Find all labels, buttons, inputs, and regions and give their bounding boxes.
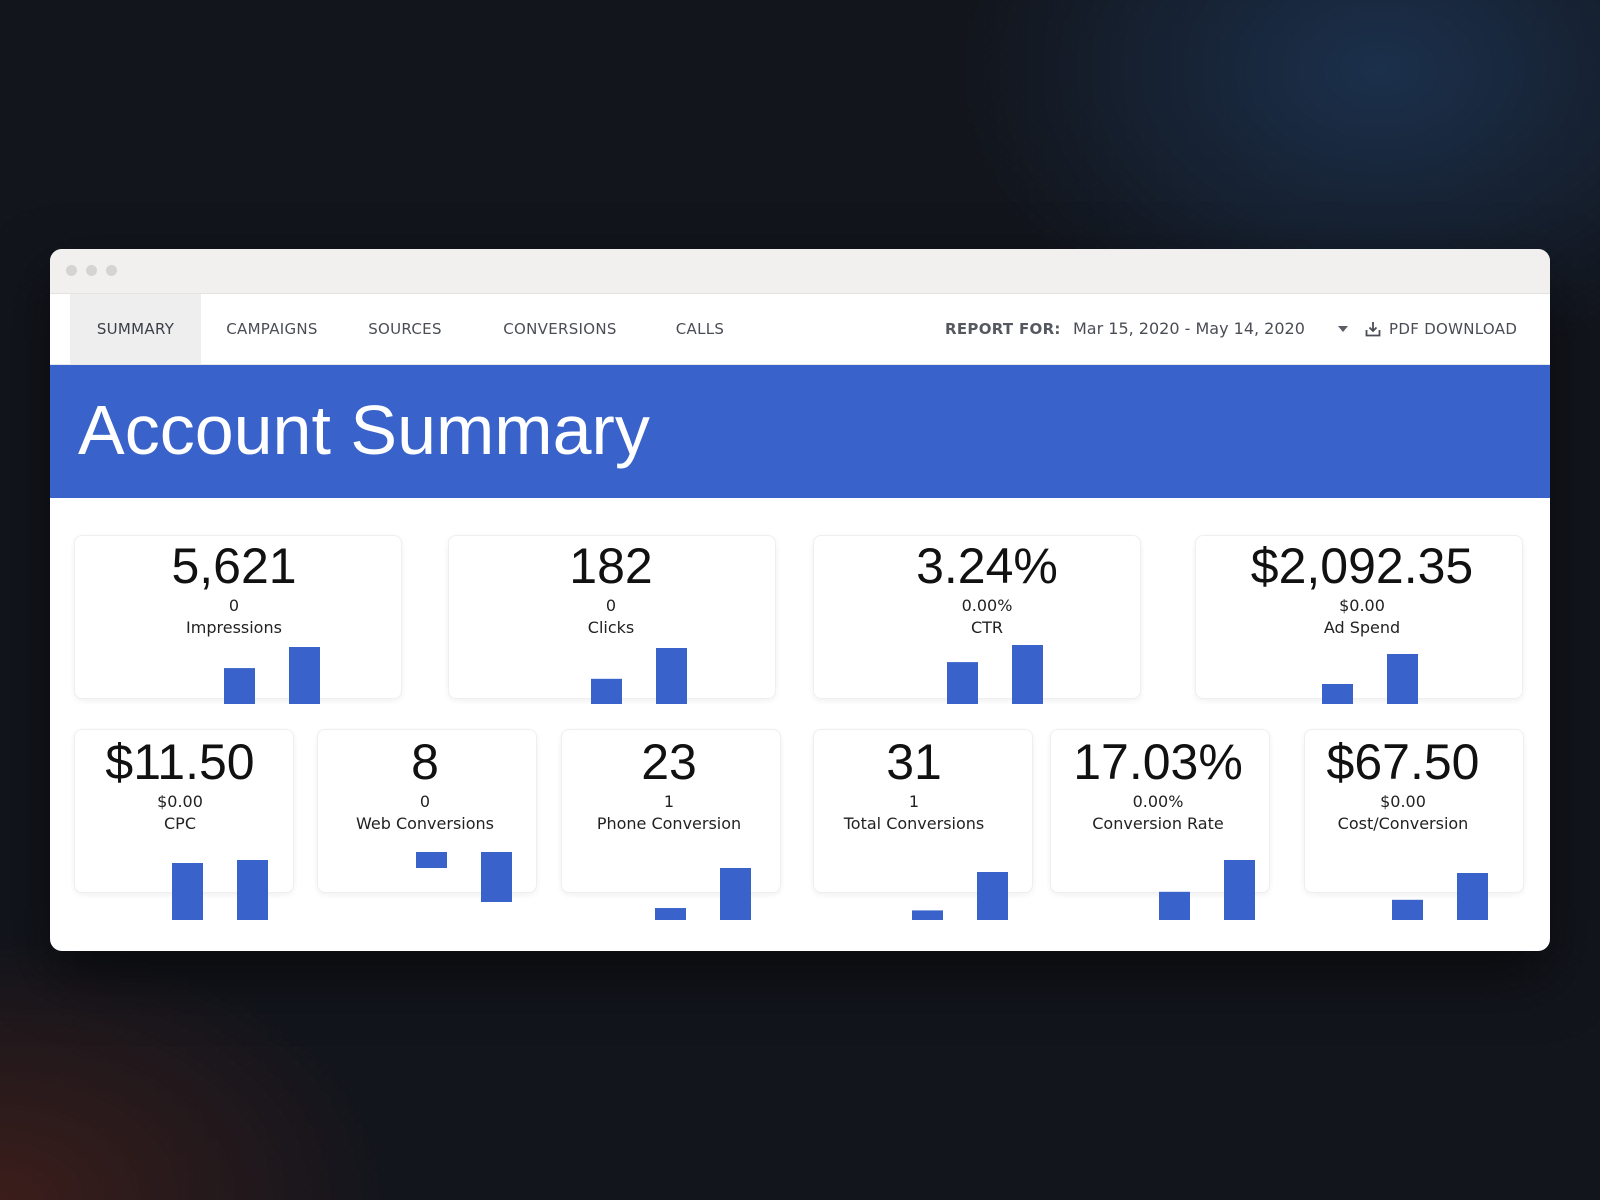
current-period-bar [720, 868, 751, 920]
window-maximize-dot[interactable] [106, 265, 117, 276]
previous-period-bar [655, 908, 686, 920]
tab-campaigns[interactable]: CAMPAIGNS [226, 320, 318, 338]
pdf-download-label: PDF DOWNLOAD [1389, 320, 1518, 338]
metric-value: 23 [641, 734, 697, 790]
metric-value: $67.50 [1326, 734, 1480, 790]
report-for-label: REPORT FOR: [945, 320, 1061, 338]
metric-value: 17.03% [1073, 734, 1243, 790]
metric-label: Phone Conversion [596, 814, 742, 833]
metric-value: 31 [886, 734, 942, 790]
page-header-banner: Account Summary [50, 365, 1550, 498]
previous-period-bar [912, 910, 943, 920]
metric-total-conversions: 31 1 Total Conversions [714, 733, 1114, 835]
previous-period-bar [172, 863, 203, 920]
metric-card-phone-conversion [561, 729, 781, 893]
metrics-grid: 5,621 0 Impressions 182 0 Clicks 3.24% 0… [50, 497, 1550, 951]
metric-cost-conversion: $67.50 $0.00 Cost/Conversion [1203, 733, 1550, 835]
previous-period-bar [947, 662, 978, 704]
page-title: Account Summary [78, 391, 650, 469]
previous-period-bar [1322, 684, 1353, 704]
current-period-bar [289, 647, 320, 704]
window-titlebar [50, 249, 1550, 294]
previous-period-bar [591, 678, 622, 704]
metric-label: CPC [164, 814, 196, 833]
metric-value: $11.50 [105, 734, 255, 790]
window-close-dot[interactable] [66, 265, 77, 276]
top-nav: SUMMARY CAMPAIGNS SOURCES CONVERSIONS CA… [50, 294, 1550, 365]
metric-label: Clicks [587, 618, 635, 637]
previous-period-bar [224, 668, 255, 704]
window-minimize-dot[interactable] [86, 265, 97, 276]
metric-label: Ad Spend [1323, 618, 1401, 637]
metric-previous: $0.00 [1380, 792, 1426, 811]
current-period-bar [977, 872, 1008, 920]
download-icon [1365, 322, 1381, 337]
metric-value: 5,621 [171, 538, 297, 594]
metric-previous: 0.00% [1132, 792, 1184, 811]
metric-label: CTR [970, 618, 1004, 637]
metric-previous: 0.00% [961, 596, 1013, 615]
metric-value: 8 [411, 734, 439, 790]
metric-clicks: 182 0 Clicks [411, 537, 811, 639]
metric-card-ad-spend [1195, 535, 1523, 699]
metric-previous: 0 [419, 792, 431, 811]
metric-previous: 0 [605, 596, 617, 615]
metric-phone-conversion: 23 1 Phone Conversion [469, 733, 869, 835]
chevron-down-icon [1338, 326, 1348, 332]
tab-calls[interactable]: CALLS [675, 320, 725, 338]
metric-label: Total Conversions [843, 814, 985, 833]
metric-previous: 1 [908, 792, 920, 811]
metric-previous: 1 [663, 792, 675, 811]
tab-conversions[interactable]: CONVERSIONS [503, 320, 617, 338]
date-range-value: Mar 15, 2020 - May 14, 2020 [1073, 319, 1305, 338]
current-period-bar [1387, 654, 1418, 704]
mini-bar-charts [172, 645, 1488, 920]
tab-summary[interactable]: SUMMARY [70, 294, 201, 364]
metric-previous: $0.00 [1339, 596, 1385, 615]
metric-card-clicks [448, 535, 776, 699]
metric-label: Conversion Rate [1092, 814, 1224, 833]
metric-card-cost-conversion [1304, 729, 1524, 893]
metric-label: Impressions [186, 618, 282, 637]
previous-period-bar [1159, 891, 1190, 920]
previous-period-bar [416, 852, 447, 868]
app-window: SUMMARY CAMPAIGNS SOURCES CONVERSIONS CA… [50, 249, 1550, 951]
metric-value: 182 [569, 538, 653, 594]
current-period-bar [481, 852, 512, 902]
metric-previous: $0.00 [157, 792, 203, 811]
current-period-bar [237, 860, 268, 920]
current-period-bar [1224, 860, 1255, 920]
metric-label: Cost/Conversion [1337, 814, 1469, 833]
metric-value: $2,092.35 [1250, 538, 1474, 594]
metric-label: Web Conversions [355, 814, 494, 833]
metric-card-total-conversions [813, 729, 1033, 893]
metric-ad-spend: $2,092.35 $0.00 Ad Spend [1162, 537, 1550, 639]
metric-web-conversions: 8 0 Web Conversions [225, 733, 625, 835]
date-range-select[interactable]: Mar 15, 2020 - May 14, 2020 [1073, 294, 1348, 364]
metric-cpc: $11.50 $0.00 CPC [50, 733, 380, 835]
metric-value: 3.24% [916, 538, 1058, 594]
metric-conversion-rate: 17.03% 0.00% Conversion Rate [958, 733, 1358, 835]
current-period-bar [1012, 645, 1043, 704]
metric-impressions: 5,621 0 Impressions [50, 537, 434, 639]
current-period-bar [656, 648, 687, 704]
previous-period-bar [1392, 899, 1423, 920]
tab-sources[interactable]: SOURCES [368, 320, 442, 338]
metric-previous: 0 [228, 596, 240, 615]
pdf-download-button[interactable]: PDF DOWNLOAD [1365, 294, 1517, 364]
metric-ctr: 3.24% 0.00% CTR [787, 537, 1187, 639]
current-period-bar [1457, 873, 1488, 920]
